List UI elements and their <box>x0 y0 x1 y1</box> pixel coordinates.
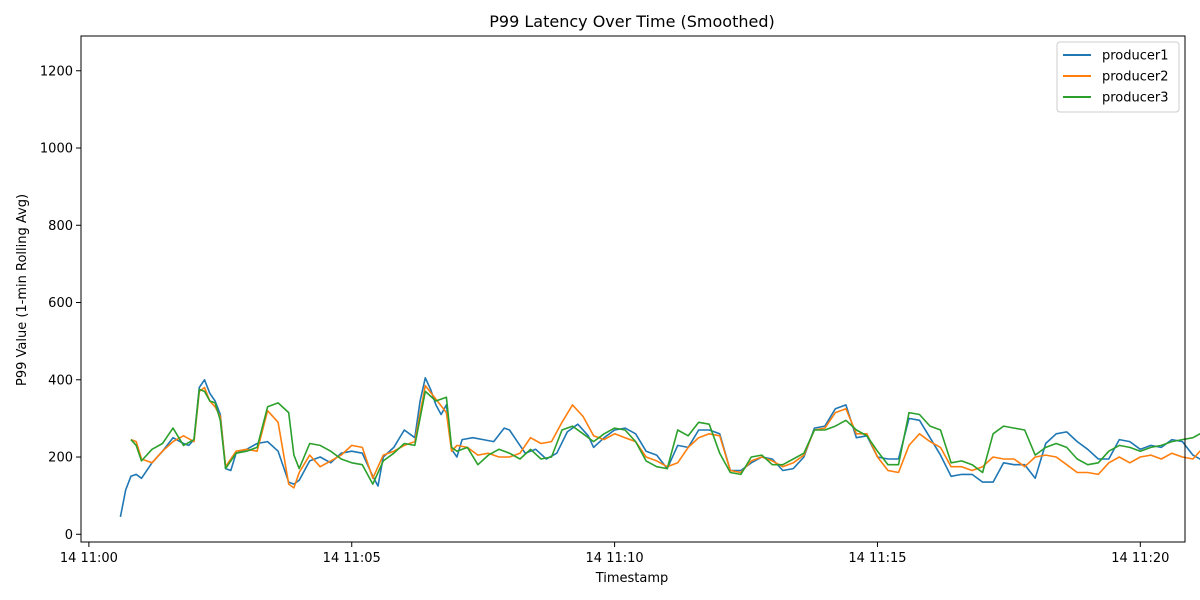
x-tick-label: 14 11:15 <box>848 551 906 566</box>
y-axis-title: P99 Value (1-min Rolling Avg) <box>15 194 30 386</box>
x-tick-label: 14 11:10 <box>586 551 644 566</box>
x-axis: 14 11:00 14 11:05 14 11:10 14 11:15 14 11:20… <box>60 542 1169 566</box>
series-line-producer3 <box>130 388 1200 485</box>
y-axis: 0 200 400 600 800 1000 1200 <box>40 64 81 543</box>
y-tick-label: 600 <box>48 296 73 311</box>
legend-label: producer1 <box>1102 49 1169 64</box>
y-tick-label: 1000 <box>40 142 73 157</box>
plot-area <box>119 377 1200 518</box>
legend-label: producer3 <box>1102 91 1169 106</box>
x-tick-label: 14 11:00 <box>60 551 118 566</box>
legend: producer1 producer2 producer3 <box>1056 41 1180 113</box>
y-tick-label: 1200 <box>40 64 73 79</box>
series-line-producer1 <box>119 377 1200 518</box>
series-line-producer2 <box>130 384 1200 489</box>
chart-title: P99 Latency Over Time (Smoothed) <box>489 12 774 31</box>
legend-box <box>1056 41 1180 113</box>
y-tick-label: 800 <box>48 219 73 234</box>
y-tick-label: 200 <box>48 451 73 466</box>
plot-frame <box>80 35 1186 543</box>
legend-label: producer2 <box>1102 70 1169 85</box>
x-tick-label: 14 11:20 <box>1111 551 1169 566</box>
x-tick-label: 14 11:05 <box>323 551 381 566</box>
x-axis-title: Timestamp <box>595 571 669 586</box>
y-tick-label: 400 <box>48 373 73 388</box>
y-tick-label: 0 <box>65 528 73 543</box>
